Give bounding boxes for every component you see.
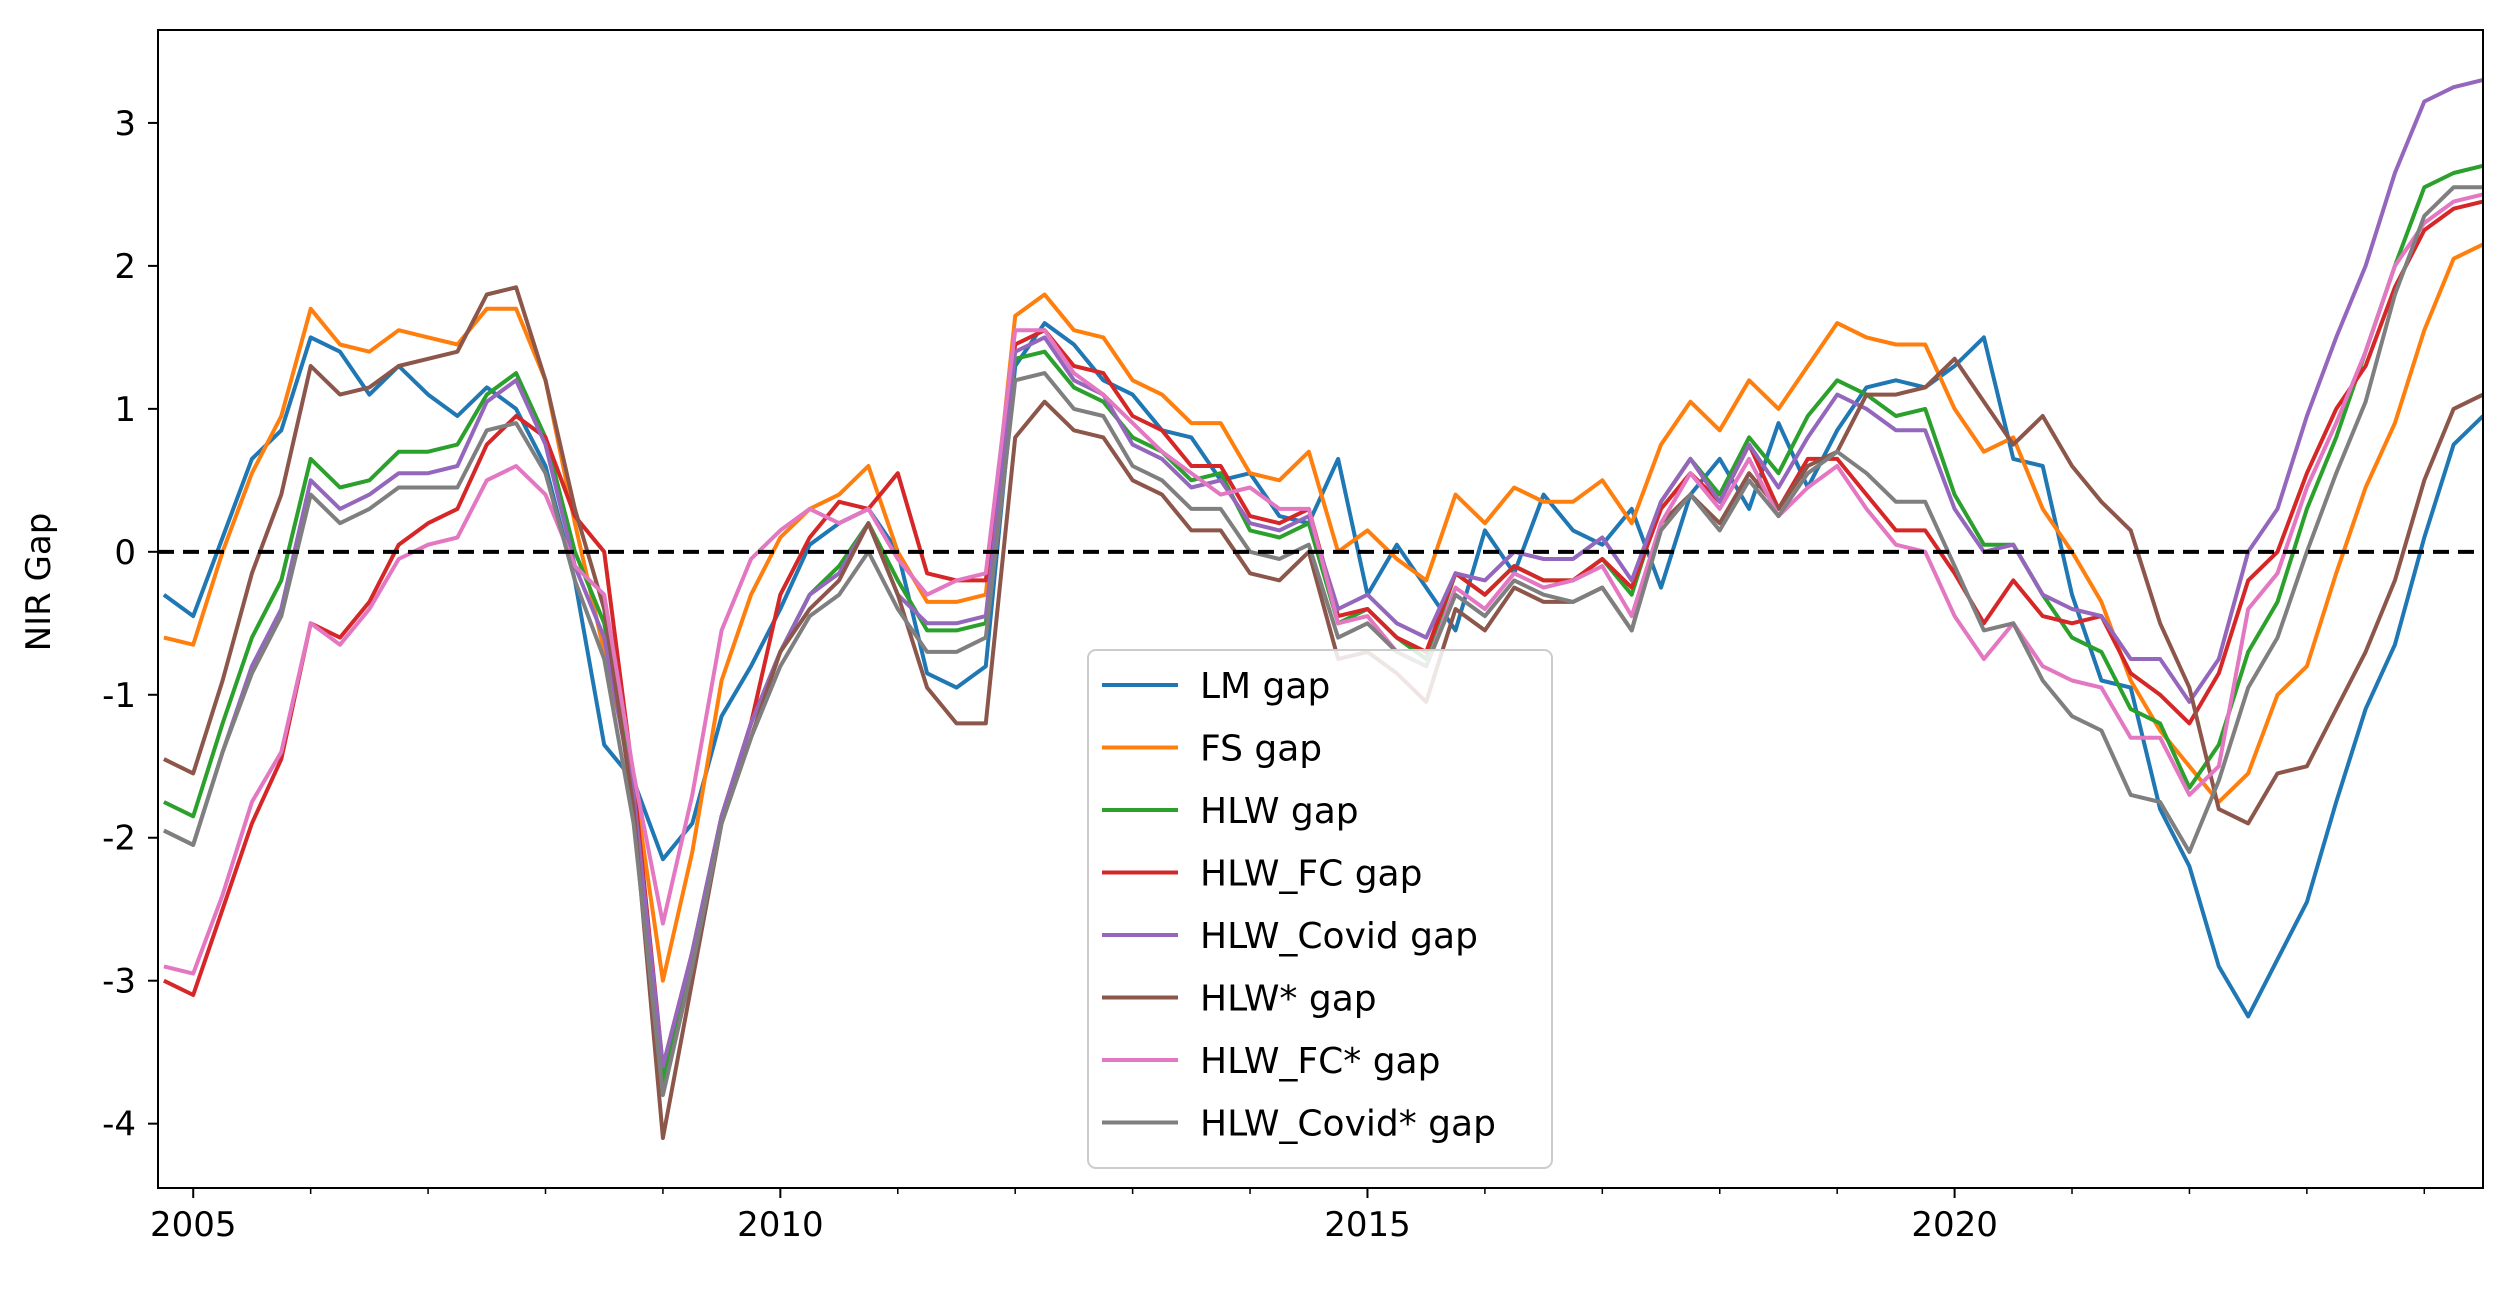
x-tick-label: 2015 bbox=[1324, 1205, 1411, 1245]
axes-layer: -4 -3 -2 -1 0 1 2 3 2005 2010 2015 2020 bbox=[102, 29, 2484, 1245]
legend-label: HLW_FC* gap bbox=[1200, 1041, 1440, 1082]
legend-label: HLW_FC gap bbox=[1200, 854, 1422, 895]
x-tick-label: 2005 bbox=[150, 1205, 237, 1245]
legend-label: HLW_Covid* gap bbox=[1200, 1104, 1496, 1145]
legend: LM gap FS gap HLW gap HLW_FC gap HLW_Covid g… bbox=[1087, 649, 1553, 1169]
y-tick-label: -3 bbox=[102, 962, 136, 1002]
series-layer bbox=[162, 78, 2483, 1140]
y-tick-label: 1 bbox=[114, 390, 136, 430]
y-tick-label: 2 bbox=[114, 247, 136, 287]
legend-box bbox=[1087, 649, 1553, 1169]
plot-frame bbox=[157, 29, 2484, 1189]
y-tick-label: -1 bbox=[102, 676, 136, 716]
legend-label: HLW* gap bbox=[1200, 979, 1377, 1020]
legend-label: HLW gap bbox=[1200, 791, 1359, 832]
series-line-6 bbox=[163, 192, 2483, 976]
series-line-7 bbox=[163, 185, 2483, 1098]
y-tick-label: 3 bbox=[114, 104, 136, 144]
y-tick-label: -4 bbox=[102, 1105, 136, 1145]
x-tick-label: 2020 bbox=[1911, 1205, 1998, 1245]
legend-label: FS gap bbox=[1200, 729, 1322, 770]
y-tick-label: -2 bbox=[102, 819, 136, 859]
y-tick-label: 0 bbox=[114, 533, 136, 573]
series-line-5 bbox=[163, 285, 2483, 1140]
legend-label: LM gap bbox=[1200, 666, 1330, 707]
legend-label: HLW_Covid gap bbox=[1200, 916, 1478, 957]
y-axis-label: NIR Gap bbox=[19, 513, 59, 652]
x-tick-label: 2010 bbox=[737, 1205, 824, 1245]
